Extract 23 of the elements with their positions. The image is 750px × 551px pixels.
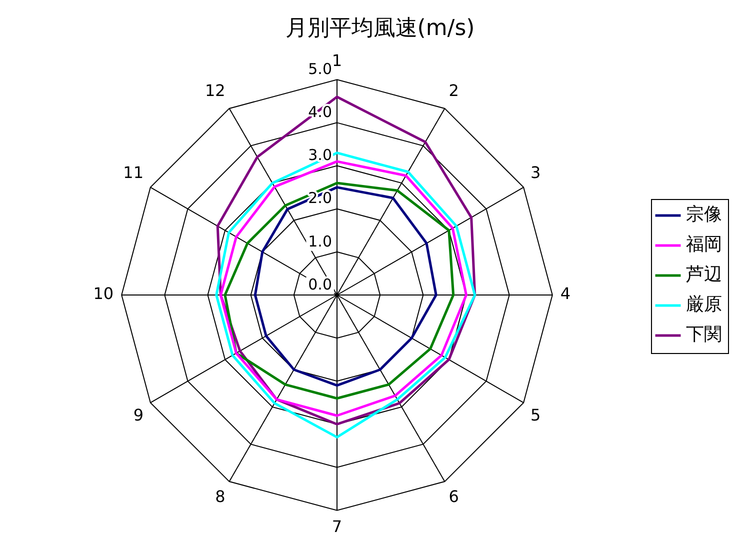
legend-label: 宗像 [686,204,722,226]
legend-label: 福岡 [686,234,722,256]
y-tick-label: 1.0 [308,232,332,250]
chart-title: 月別平均風速(m/s) [285,16,475,41]
spoke-label: 9 [133,405,144,424]
y-tick-label: 0.0 [308,275,332,294]
spoke-label: 6 [448,487,459,506]
legend-label: 芦辺 [686,264,722,286]
spoke-label: 7 [332,517,342,536]
spoke-label: 5 [530,405,541,424]
spoke-label: 3 [530,162,541,182]
spoke-label: 1 [332,51,342,70]
spoke-label: 12 [204,81,226,100]
y-tick-label: 3.0 [308,146,332,164]
spoke-label: 8 [215,487,226,506]
spoke-label: 2 [448,81,459,100]
spoke-label: 4 [560,284,571,304]
y-tick-label: 5.0 [308,60,332,78]
legend-label: 厳原 [686,294,722,316]
spoke-label: 11 [123,162,144,182]
spoke-label: 10 [93,284,114,304]
y-tick-label: 2.0 [308,189,332,208]
legend-label: 下関 [686,324,722,346]
